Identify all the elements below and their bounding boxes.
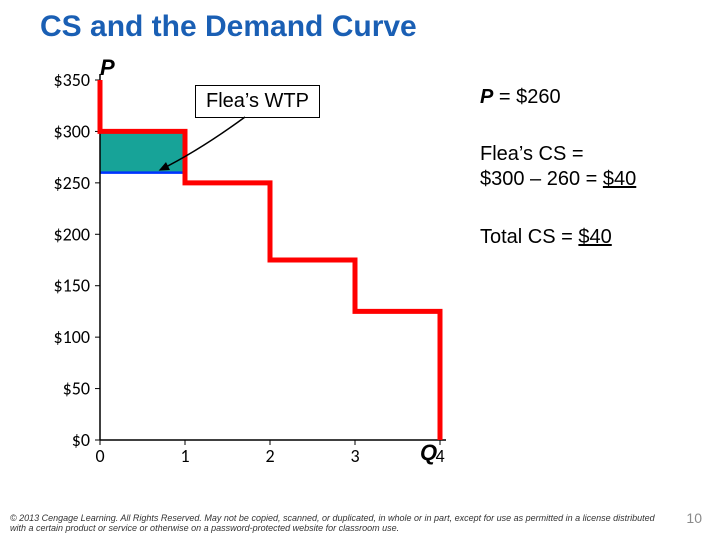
svg-text:2: 2 [265, 445, 274, 467]
svg-text:$0: $0 [72, 429, 90, 451]
slide-title: CS and the Demand Curve [40, 10, 417, 44]
svg-text:$200: $200 [54, 223, 91, 245]
svg-text:$50: $50 [63, 378, 90, 400]
copyright-footer: © 2013 Cengage Learning. All Rights Rese… [10, 514, 660, 534]
svg-text:0: 0 [95, 445, 104, 467]
price-value: = $260 [493, 86, 560, 108]
svg-text:3: 3 [350, 445, 359, 467]
total-cs-text: Total CS = $40 [480, 225, 612, 250]
flea-cs-calc: $300 – 260 = [480, 168, 603, 190]
flea-cs-result: $40 [603, 168, 636, 190]
x-axis-q-label: Q [420, 440, 437, 466]
total-cs-label: Total CS = [480, 226, 578, 248]
total-cs-value: $40 [578, 226, 611, 248]
svg-text:$350: $350 [54, 70, 91, 91]
svg-text:$250: $250 [54, 172, 91, 194]
svg-text:1: 1 [180, 445, 189, 467]
svg-text:$150: $150 [54, 275, 91, 297]
flea-wtp-callout: Flea’s WTP [195, 85, 320, 118]
page-number: 10 [686, 510, 702, 526]
chart: $0$50$100$150$200$250$300$35001234 [30, 70, 470, 470]
flea-cs-line1: Flea’s CS = [480, 143, 584, 165]
price-text: P = $260 [480, 85, 561, 110]
flea-cs-text: Flea’s CS = $300 – 260 = $40 [480, 142, 636, 192]
svg-text:$100: $100 [54, 326, 91, 348]
price-p-symbol: P [480, 86, 493, 108]
svg-text:$300: $300 [54, 120, 91, 142]
chart-svg: $0$50$100$150$200$250$300$35001234 [30, 70, 470, 470]
